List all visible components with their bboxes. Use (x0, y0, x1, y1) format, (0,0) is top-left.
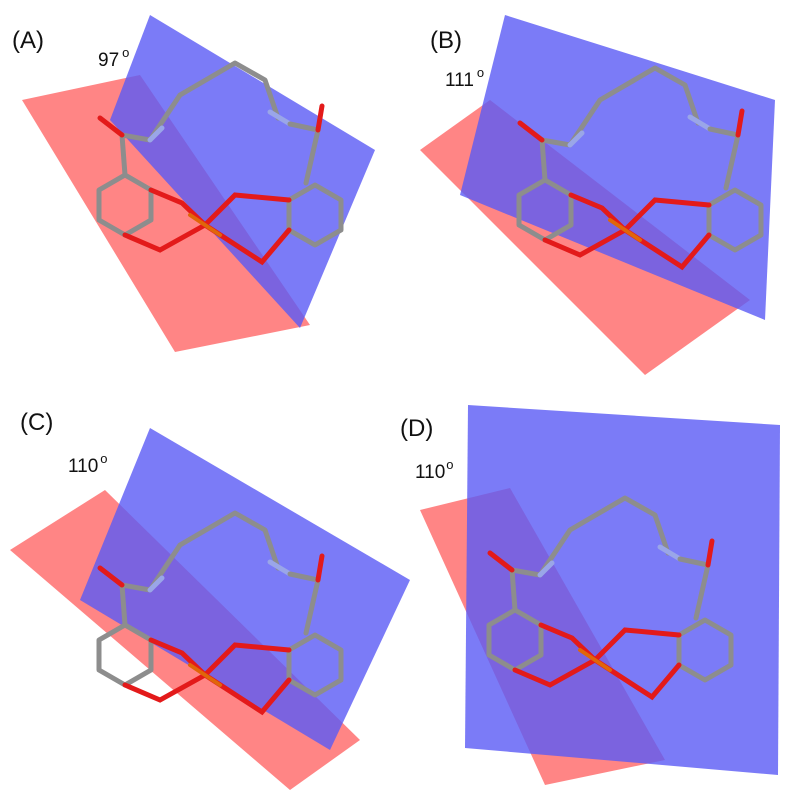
angle-value: 97 (98, 50, 119, 71)
figure: (A) 97o (B) 111o (C) 110o (D) 110o (0, 0, 798, 798)
angle-value: 110 (415, 462, 445, 483)
degree: o (122, 45, 129, 60)
panel-label: (A) (12, 27, 44, 54)
panel-label: (B) (430, 27, 462, 54)
degree: o (446, 457, 453, 472)
panel-d: (D) 110o (400, 405, 780, 785)
angle: 110o (415, 457, 454, 483)
panel-label: (D) (400, 415, 433, 442)
degree: o (100, 451, 107, 466)
degree: o (477, 65, 484, 80)
panel-label: (C) (20, 409, 53, 436)
angle-value: 111 (445, 70, 474, 91)
angle-value: 110 (68, 456, 98, 477)
